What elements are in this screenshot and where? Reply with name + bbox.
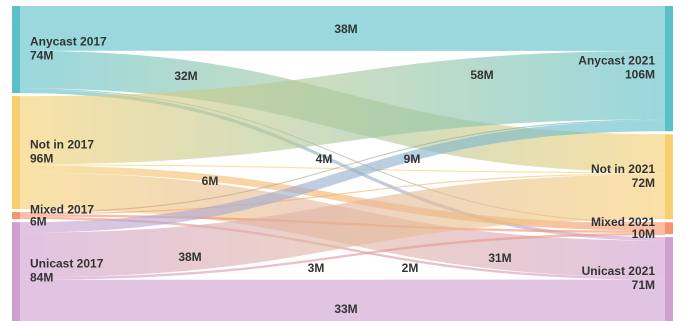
node-uni21: [665, 237, 673, 321]
link-label-uni17-mix21: 2M: [402, 261, 419, 275]
link-any17-uni21: [20, 89, 665, 241]
link-label-uni17-any21: 9M: [404, 152, 421, 166]
link-not17-not21: [20, 164, 665, 174]
node-total-mix21: 10M: [632, 227, 655, 241]
link-uni17-mix21: [20, 232, 665, 280]
node-label-mix17: Mixed 2017: [30, 203, 94, 217]
node-label-mix21: Mixed 2021: [591, 215, 655, 229]
node-uni17: [12, 222, 20, 321]
node-total-not21: 72M: [632, 176, 655, 190]
link-any17-any21: [20, 6, 665, 51]
node-mix17: [12, 212, 20, 220]
link-mix17-any21: [20, 119, 665, 214]
link-any17-mix21: [20, 88, 665, 224]
link-uni17-any21: [20, 120, 665, 233]
node-label-any21: Anycast 2021: [578, 54, 655, 68]
node-label-uni17: Unicast 2017: [30, 257, 104, 271]
node-label-not21: Not in 2021: [591, 162, 655, 176]
node-not17: [12, 96, 20, 210]
link-label-not17-mix21: 6M: [202, 174, 219, 188]
sankey-links: [20, 6, 665, 321]
link-uni17-uni21: [20, 279, 665, 321]
link-label-extra-1: 3M: [308, 261, 325, 275]
link-label-not17-any21: 58M: [470, 68, 493, 82]
node-total-mix17: 6M: [30, 215, 47, 229]
node-any17: [12, 6, 20, 94]
node-total-not17: 96M: [30, 152, 53, 166]
node-any21: [665, 6, 673, 132]
link-label-not17-uni21: 31M: [488, 251, 511, 265]
node-mix21: [665, 222, 673, 235]
link-label-any17-not21: 32M: [174, 69, 197, 83]
link-uni17-not21: [20, 174, 665, 278]
node-not21: [665, 134, 673, 220]
node-label-any17: Anycast 2017: [30, 35, 107, 49]
sankey-nodes: [12, 6, 673, 321]
link-label-uni17-uni21: 33M: [334, 302, 357, 316]
link-label-extra-0: 4M: [316, 152, 333, 166]
node-label-not17: Not in 2017: [30, 138, 94, 152]
node-label-uni21: Unicast 2021: [582, 264, 656, 278]
node-total-uni17: 84M: [30, 271, 53, 285]
link-label-any17-any21: 38M: [334, 22, 357, 36]
link-not17-any21: [20, 50, 665, 165]
node-total-any17: 74M: [30, 49, 53, 63]
link-not17-mix21: [20, 165, 665, 231]
link-label-uni17-not21: 38M: [178, 250, 201, 264]
node-total-uni21: 71M: [632, 278, 655, 292]
link-mix17-not21: [20, 173, 665, 215]
node-total-any21: 106M: [625, 68, 655, 82]
